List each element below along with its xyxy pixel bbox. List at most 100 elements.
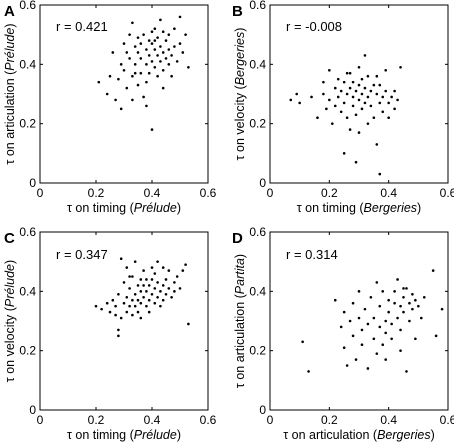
data-point — [150, 42, 154, 45]
data-point — [164, 278, 168, 281]
data-point — [111, 51, 115, 54]
data-point — [133, 304, 137, 308]
data-point — [348, 128, 352, 131]
data-point — [399, 349, 402, 352]
data-point — [434, 334, 438, 338]
data-point — [161, 30, 165, 33]
data-point — [408, 301, 411, 305]
data-point — [184, 33, 187, 36]
data-point — [114, 313, 117, 317]
y-tick-label: 0 — [29, 176, 36, 190]
data-point — [117, 293, 120, 296]
data-point — [167, 269, 171, 272]
data-point — [354, 358, 358, 361]
data-point — [147, 310, 151, 314]
data-point — [159, 60, 162, 63]
data-point — [105, 92, 109, 96]
data-point — [396, 98, 399, 102]
data-point — [131, 74, 134, 78]
data-point — [378, 172, 382, 176]
data-point — [372, 83, 376, 87]
data-point — [139, 316, 143, 320]
data-point — [153, 272, 157, 275]
data-point — [381, 110, 385, 114]
data-point — [366, 95, 370, 99]
data-point — [105, 301, 109, 305]
data-point — [156, 295, 159, 299]
data-point — [156, 36, 159, 39]
data-point — [161, 86, 165, 90]
data-point — [125, 295, 129, 299]
data-point — [145, 304, 148, 308]
data-point — [94, 304, 98, 308]
data-point — [298, 101, 301, 105]
data-point — [381, 290, 385, 293]
data-point — [122, 281, 126, 284]
data-point — [145, 80, 148, 84]
data-point — [363, 54, 367, 57]
data-point — [128, 275, 131, 278]
data-point — [136, 51, 140, 54]
correlation-label: r = 0.314 — [286, 247, 338, 262]
correlation-label: r = 0.347 — [56, 247, 108, 262]
correlation-label: r = 0.421 — [56, 19, 108, 34]
data-point — [328, 98, 331, 102]
data-point — [142, 295, 145, 299]
data-point — [333, 104, 337, 108]
data-point — [372, 337, 376, 341]
data-point — [396, 278, 399, 281]
data-point — [147, 39, 151, 42]
x-tick-label: 0.4 — [380, 186, 397, 200]
plot-frame — [269, 231, 449, 411]
data-point — [97, 80, 101, 84]
data-point — [316, 116, 319, 120]
y-tick-label: 0.4 — [249, 284, 266, 298]
data-point — [119, 257, 123, 261]
data-point — [414, 337, 417, 341]
panel-d: 0 0.2 0.4 0.6 0 0.2 0.4 0.6 Dr = 0.314 τ on artic… — [232, 225, 454, 442]
data-point — [351, 95, 355, 99]
data-point — [133, 293, 137, 296]
data-point — [159, 18, 162, 22]
data-point — [125, 51, 129, 54]
x-tick-label: 0.4 — [144, 186, 161, 200]
data-point — [378, 83, 382, 87]
data-point — [333, 298, 337, 302]
x-tick-label: 0.6 — [200, 413, 217, 427]
y-tick-label: 0.2 — [19, 344, 36, 358]
data-point — [159, 304, 162, 308]
data-point — [173, 45, 176, 48]
data-point — [153, 39, 157, 42]
x-tick-label: 0 — [267, 186, 274, 200]
data-point — [393, 290, 396, 293]
data-point — [357, 316, 361, 320]
data-point — [387, 298, 390, 302]
panel-a: 0 0.2 0.4 0.6 0 0.2 0.4 0.6 Ar = 0.421 τ on timin… — [3, 0, 217, 215]
data-point — [360, 343, 364, 347]
y-tick-label: 0.4 — [19, 284, 36, 298]
data-point — [402, 287, 405, 290]
data-point — [328, 68, 331, 72]
data-point — [145, 104, 148, 108]
data-point — [375, 92, 379, 96]
data-point — [145, 278, 148, 281]
data-point — [414, 298, 417, 302]
data-point — [336, 77, 340, 81]
x-tick-label: 0 — [37, 413, 44, 427]
data-point — [147, 298, 151, 302]
data-point — [170, 54, 173, 57]
data-point — [145, 48, 148, 51]
data-point — [122, 68, 126, 72]
data-point — [161, 266, 165, 269]
x-tick-label: 0.6 — [200, 186, 217, 200]
data-point — [399, 304, 402, 308]
y-tick-label: 0.6 — [19, 0, 36, 12]
data-point — [150, 30, 154, 33]
data-point — [363, 101, 367, 105]
data-point — [360, 92, 364, 96]
data-point — [339, 110, 343, 114]
data-point — [381, 343, 385, 347]
data-point — [142, 284, 145, 287]
data-point — [122, 42, 126, 45]
x-axis-label: τ on articulation (Bergeries) — [283, 428, 435, 442]
